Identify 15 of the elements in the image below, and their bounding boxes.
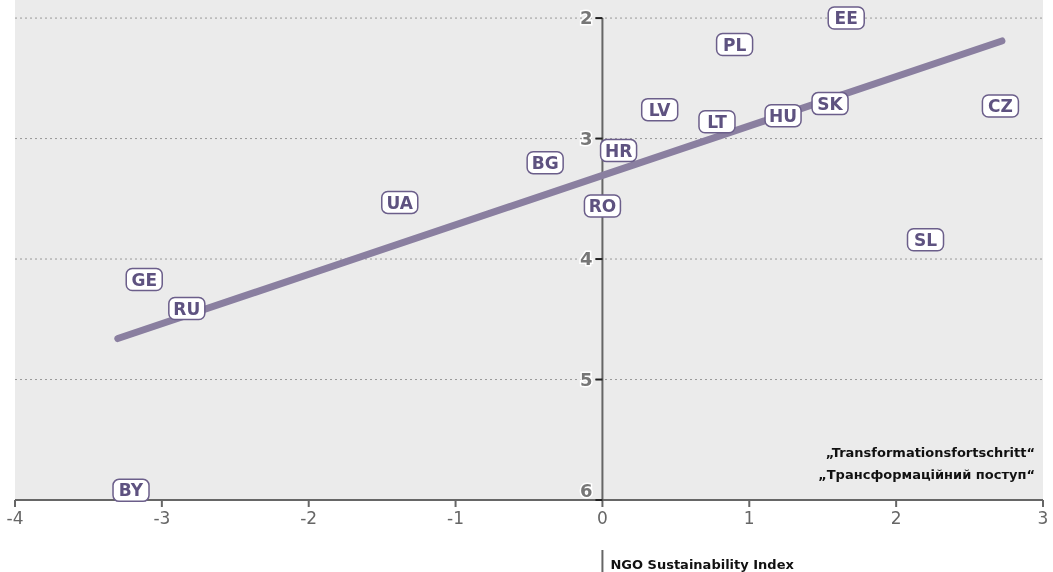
y-tick-label: 3 (579, 127, 593, 149)
x-tick-label: 1 (743, 508, 755, 528)
x-tick-label: 2 (890, 508, 902, 528)
x-tick-label: 0 (597, 508, 608, 528)
x-tick-label: -3 (153, 508, 171, 528)
y-tick-label: 2 (579, 7, 593, 29)
x-tick-label: -4 (6, 508, 24, 528)
y-tick-label: 4 (579, 248, 593, 270)
x-axis-title: „Transformationsfortschritt“ „Трансформаційний поступ“ (818, 444, 1035, 482)
x-tick-label: -2 (300, 508, 318, 528)
x-tick-label: -1 (447, 508, 465, 528)
y-tick-label: 5 (579, 368, 593, 390)
y-tick-label: 6 (579, 480, 593, 502)
text: NGO Sustainability Index (610, 556, 795, 572)
x-tick-label: 3 (1037, 508, 1049, 528)
